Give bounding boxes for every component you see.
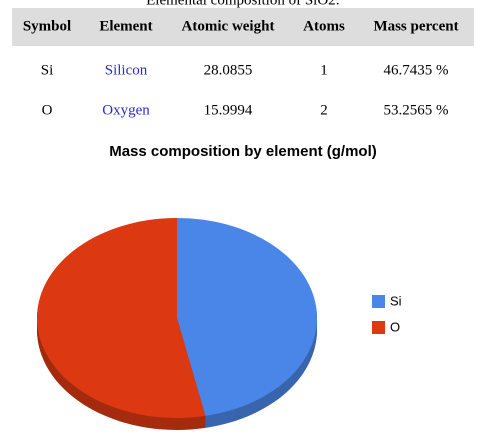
- column-header: Atoms: [303, 18, 345, 34]
- column-header: Atomic weight: [182, 18, 275, 34]
- table-cell: O: [42, 102, 53, 118]
- column-header: Mass percent: [373, 18, 458, 34]
- pie: [36, 218, 317, 430]
- column-header: Symbol: [23, 18, 71, 34]
- table-cell: 46.7435 %: [384, 62, 449, 78]
- legend: Si O: [372, 293, 402, 334]
- element-link[interactable]: Oxygen: [102, 102, 150, 118]
- table-header-bg: [12, 8, 474, 46]
- table-cell: 1: [320, 62, 328, 78]
- legend-label: Si: [390, 293, 402, 308]
- table-cell: 28.0855: [204, 62, 253, 78]
- legend-swatch: [372, 295, 385, 308]
- caption: Elemental composition of SiO2:: [146, 0, 340, 8]
- pie-slice: [36, 218, 206, 418]
- element-link[interactable]: Silicon: [105, 62, 148, 78]
- pie-slice: [177, 218, 317, 416]
- legend-swatch: [372, 321, 385, 334]
- column-header: Element: [99, 18, 152, 34]
- legend-label: O: [390, 319, 400, 334]
- table-cell: 53.2565 %: [384, 102, 449, 118]
- table-cell: Si: [41, 62, 54, 78]
- table-cell: 2: [320, 102, 328, 118]
- table: Symbol Element Atomic weight Atoms Mass perc…: [23, 18, 459, 118]
- table-cell: 15.9994: [204, 102, 253, 118]
- chart-title: Mass composition by element (g/mol): [109, 143, 377, 160]
